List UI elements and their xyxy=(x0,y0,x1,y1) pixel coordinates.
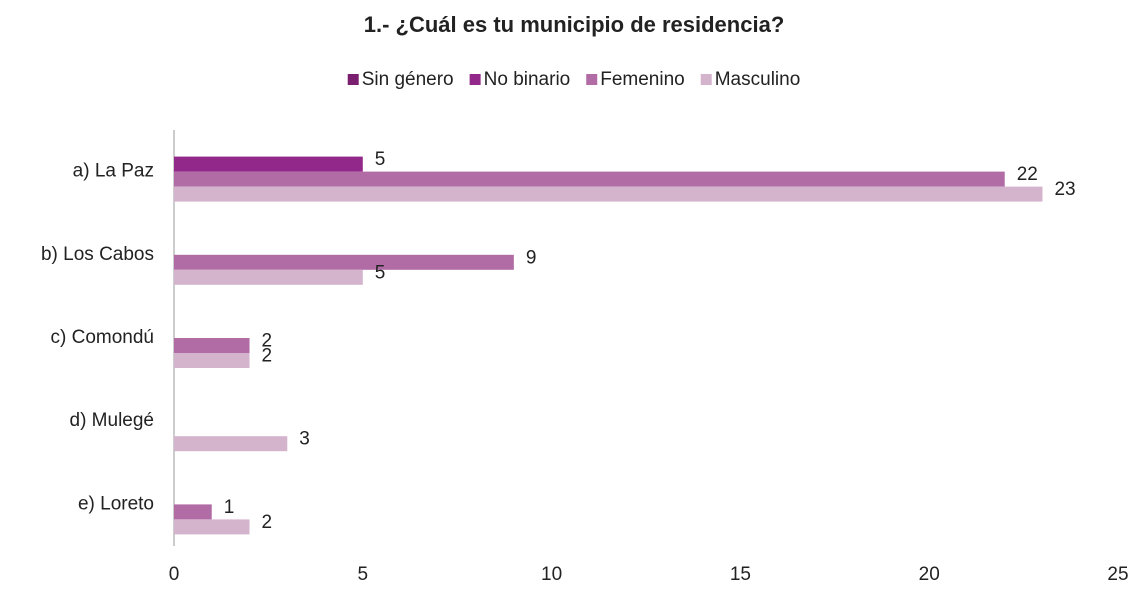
bar xyxy=(174,270,363,285)
legend-swatch xyxy=(348,74,359,85)
x-tick-label: 15 xyxy=(730,564,751,585)
data-label: 5 xyxy=(375,262,386,283)
bar xyxy=(174,338,250,353)
legend-swatch xyxy=(701,74,712,85)
legend-label: Femenino xyxy=(600,69,685,90)
data-label: 23 xyxy=(1054,179,1075,200)
legend: Sin género No binario Femenino Masculino xyxy=(348,69,801,90)
legend-swatch xyxy=(470,74,481,85)
x-tick-label: 25 xyxy=(1107,564,1128,585)
y-tick-label: b) Los Cabos xyxy=(41,244,154,265)
legend-label: No binario xyxy=(484,69,571,90)
legend-label: Masculino xyxy=(715,69,801,90)
data-label: 9 xyxy=(526,247,537,268)
x-tick-label: 0 xyxy=(169,564,180,585)
bar xyxy=(174,353,250,368)
y-tick-label: e) Loreto xyxy=(78,493,154,514)
x-tick-label: 10 xyxy=(541,564,562,585)
data-label: 1 xyxy=(224,497,235,518)
bar xyxy=(174,172,1005,187)
chart: 1.- ¿Cuál es tu municipio de residencia?… xyxy=(0,0,1148,585)
x-tick-label: 5 xyxy=(358,564,369,585)
y-tick-label: a) La Paz xyxy=(73,161,154,182)
bar xyxy=(174,436,287,451)
legend-swatch xyxy=(586,74,597,85)
x-tick-label: 20 xyxy=(919,564,940,585)
bar xyxy=(174,519,250,534)
chart-title: 1.- ¿Cuál es tu municipio de residencia? xyxy=(364,12,785,37)
data-label: 2 xyxy=(262,346,273,367)
bar xyxy=(174,187,1042,202)
data-label: 3 xyxy=(299,429,310,450)
y-tick-label: c) Comondú xyxy=(51,327,155,348)
data-label: 5 xyxy=(375,149,386,170)
y-tick-label: d) Mulegé xyxy=(70,410,155,431)
bar xyxy=(174,504,212,519)
data-label: 22 xyxy=(1017,164,1038,185)
legend-label: Sin género xyxy=(362,69,454,90)
data-label: 2 xyxy=(262,512,273,533)
bar xyxy=(174,255,514,270)
bar xyxy=(174,157,363,172)
